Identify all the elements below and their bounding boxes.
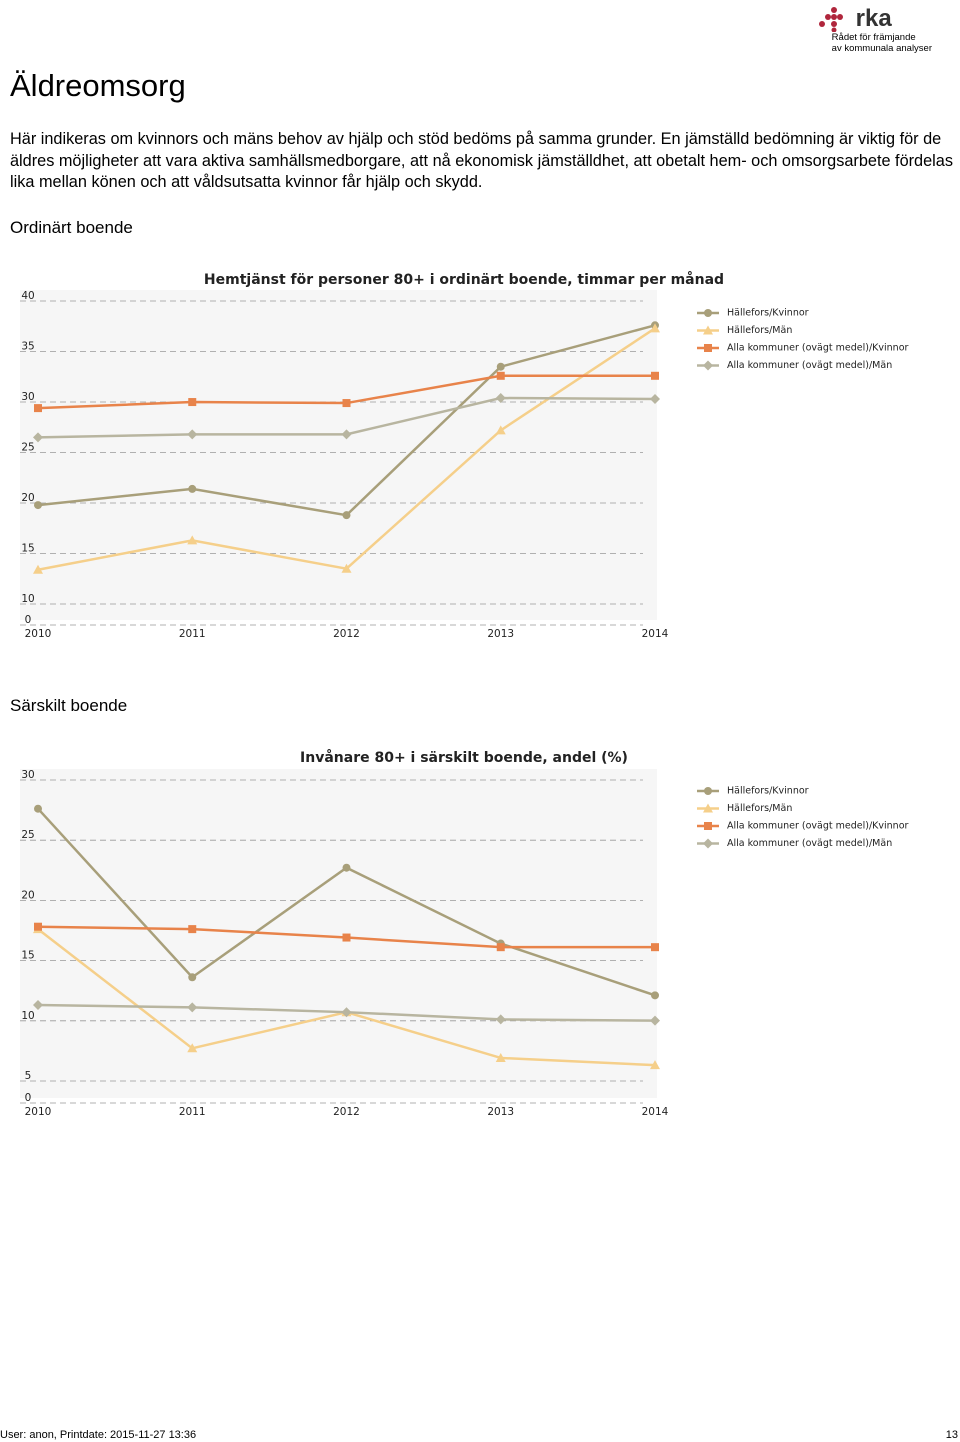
- logo-subtitle: av kommunala analyser: [831, 43, 932, 54]
- marker: [651, 371, 659, 380]
- marker: [651, 991, 659, 1000]
- marker: [33, 564, 43, 574]
- marker: [342, 933, 351, 942]
- page-title: Äldreomsorg: [10, 68, 186, 103]
- legend-label: Hällefors/Kvinnor: [727, 308, 809, 319]
- y-tick-label: 15: [21, 950, 34, 962]
- intro-text: Här indikeras om kvinnors och mäns behov…: [10, 130, 953, 191]
- y-tick-label: 30: [21, 391, 34, 403]
- x-tick-label: 2011: [179, 628, 206, 640]
- marker: [187, 1002, 198, 1013]
- legend-marker: [703, 360, 713, 371]
- y-tick-label: 10: [21, 593, 34, 605]
- y-tick-label: 5: [25, 1070, 32, 1082]
- y-tick-label: 0: [25, 1092, 32, 1104]
- marker: [188, 973, 197, 982]
- marker: [187, 429, 198, 440]
- legend-marker: [703, 803, 713, 813]
- x-tick-label: 2013: [487, 628, 514, 640]
- plot-area: [20, 769, 657, 1098]
- y-tick-label: 40: [21, 290, 34, 302]
- x-tick-label: 2012: [333, 1106, 360, 1118]
- chart-title: Hemtjänst för personer 80+ i ordinärt bo…: [204, 271, 724, 288]
- x-tick-label: 2014: [642, 1106, 669, 1118]
- marker: [342, 511, 351, 520]
- chart-title: Invånare 80+ i särskilt boende, andel (%…: [300, 749, 628, 766]
- logo-text: rka: [855, 5, 892, 32]
- marker: [341, 429, 352, 440]
- marker: [187, 1043, 198, 1053]
- legend-label: Hällefors/Män: [727, 325, 792, 336]
- x-tick-label: 2010: [25, 1106, 52, 1118]
- marker: [650, 323, 660, 333]
- legend-label: Alla kommuner (ovägt medel)/Kvinnor: [727, 343, 909, 354]
- legend-label: Alla kommuner (ovägt medel)/Män: [727, 838, 892, 849]
- legend-label: Hällefors/Män: [727, 803, 792, 814]
- marker: [34, 922, 42, 931]
- marker: [342, 863, 351, 872]
- legend-label: Alla kommuner (ovägt medel)/Kvinnor: [727, 821, 909, 832]
- marker: [33, 999, 43, 1010]
- y-tick-label: 10: [21, 1010, 34, 1022]
- y-tick-label: 30: [21, 769, 34, 781]
- legend-marker: [703, 838, 713, 849]
- section-heading: Ordinärt boende: [10, 218, 133, 237]
- x-tick-label: 2014: [642, 628, 669, 640]
- y-tick-label: 35: [21, 341, 34, 353]
- marker: [496, 943, 505, 952]
- x-tick-label: 2013: [487, 1106, 514, 1118]
- marker: [650, 394, 660, 405]
- marker: [495, 1014, 506, 1025]
- marker: [342, 399, 351, 408]
- marker: [650, 1015, 660, 1026]
- marker: [188, 484, 197, 493]
- marker: [187, 535, 198, 545]
- x-tick-label: 2011: [179, 1106, 206, 1118]
- legend-label: Alla kommuner (ovägt medel)/Män: [727, 360, 892, 371]
- legend-marker: [704, 344, 712, 352]
- y-tick-label: 20: [21, 889, 34, 901]
- marker: [34, 404, 42, 413]
- marker: [651, 943, 659, 952]
- footer-user: User: anon, Printdate: 2015-11-27 13:36: [0, 1429, 197, 1441]
- logo: rka Rådet för främjande av kommunala ana…: [810, 6, 932, 54]
- logo-icon: [818, 7, 843, 32]
- legend-marker: [703, 325, 713, 335]
- y-tick-label: 25: [21, 829, 34, 841]
- marker: [495, 425, 506, 435]
- marker: [495, 393, 506, 404]
- section-heading: Särskilt boende: [10, 696, 128, 715]
- marker: [496, 371, 505, 380]
- marker: [496, 362, 505, 371]
- y-tick-label: 0: [25, 614, 32, 626]
- y-tick-label: 25: [21, 442, 34, 454]
- marker: [495, 1052, 506, 1062]
- footer-page: 13: [945, 1429, 958, 1441]
- legend-marker: [704, 309, 712, 317]
- x-tick-label: 2010: [25, 628, 52, 640]
- legend-marker: [704, 787, 712, 795]
- marker: [34, 804, 42, 813]
- legend-label: Hällefors/Kvinnor: [727, 786, 809, 797]
- plot-area: [20, 290, 657, 620]
- marker: [341, 563, 352, 573]
- legend-marker: [704, 822, 712, 830]
- marker: [34, 501, 42, 510]
- marker: [341, 1007, 352, 1018]
- y-tick-label: 15: [21, 543, 34, 555]
- x-tick-label: 2012: [333, 628, 360, 640]
- logo-subtitle: Rådet för främjande: [831, 32, 916, 43]
- marker: [188, 925, 197, 934]
- y-tick-label: 20: [21, 492, 34, 504]
- marker: [33, 432, 43, 443]
- marker: [650, 1060, 660, 1070]
- marker: [188, 398, 197, 407]
